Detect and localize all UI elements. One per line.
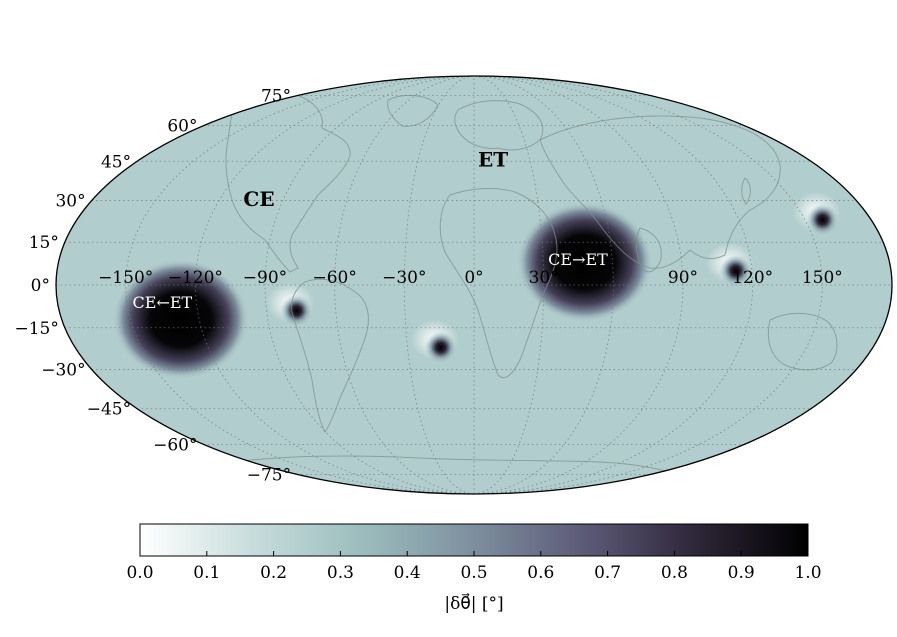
meridian xyxy=(194,76,475,494)
lat-tick-label: 60° xyxy=(167,117,197,137)
hotspot xyxy=(516,202,653,323)
colorbar-tick-label: 0.4 xyxy=(394,563,421,583)
coast-europe xyxy=(454,100,544,151)
colorbar-gradient xyxy=(139,523,809,557)
map-border xyxy=(55,75,893,495)
coast-australia xyxy=(767,313,838,371)
colorbar-tick-label: 0.0 xyxy=(126,563,153,583)
colorbar-tick-label: 0.8 xyxy=(661,563,688,583)
lon-tick-label: −30° xyxy=(382,268,426,288)
lon-tick-label: −60° xyxy=(312,268,356,288)
colorbar-tick-label: 1.0 xyxy=(794,563,821,583)
map-background xyxy=(56,76,892,494)
longitude-tick-labels: −150° −120° −90° −60° −30° 0° 30° 90° 120° 150° xyxy=(98,268,843,288)
colorbar-tick-label: 0.1 xyxy=(193,563,220,583)
lon-tick-label: 0° xyxy=(464,268,483,288)
colorbar-ticks: 0.0 0.1 0.2 0.3 0.4 0.5 0.6 0.7 0.8 0.9 1.0 xyxy=(126,551,822,583)
lat-tick-label: −60° xyxy=(153,435,197,455)
lat-tick-label: 15° xyxy=(29,233,59,253)
lat-tick-label: −75° xyxy=(247,465,291,485)
coast-south-america xyxy=(291,278,369,433)
meridian xyxy=(334,76,475,494)
colorbar-label: |δθ⃗| [°] xyxy=(444,593,503,614)
lon-tick-label: 150° xyxy=(802,268,843,288)
annotation-label: CE xyxy=(243,187,274,211)
meridian xyxy=(473,76,754,494)
coast-greenland xyxy=(387,94,439,127)
hotspot xyxy=(424,331,457,364)
hotspot xyxy=(806,203,839,236)
graticule xyxy=(56,76,892,494)
hotspot xyxy=(280,294,313,327)
annotation-label: CE←ET xyxy=(133,293,193,312)
lon-tick-label: −150° xyxy=(98,268,153,288)
annotation-label: CE→ET xyxy=(548,250,608,269)
lon-tick-label: 120° xyxy=(732,268,773,288)
colorbar-tick-label: 0.7 xyxy=(594,563,621,583)
meridian xyxy=(264,76,475,494)
colorbar-tick-label: 0.3 xyxy=(327,563,354,583)
colorbar-tick-label: 0.9 xyxy=(728,563,755,583)
colorbar-tick-label: 0.2 xyxy=(260,563,287,583)
hotspot xyxy=(112,259,249,380)
annotations: CE ET CE→ET CE←ET xyxy=(133,147,609,312)
annotation-label: ET xyxy=(478,147,508,171)
coast-india xyxy=(635,227,662,273)
coast-africa xyxy=(439,187,558,379)
hotspot xyxy=(719,254,752,287)
lat-tick-label: 0° xyxy=(31,276,50,296)
meridian xyxy=(473,76,614,494)
meridian xyxy=(473,76,684,494)
heatmap-field xyxy=(112,191,841,380)
coast-asia xyxy=(539,115,781,269)
lat-tick-label: 75° xyxy=(261,87,291,107)
colorbar-tick-label: 0.6 xyxy=(527,563,554,583)
lat-tick-label: 30° xyxy=(55,192,85,212)
latitude-tick-labels: 75° 60° 45° 30° 15° 0° −15° −30°−45° −60° −75° xyxy=(14,87,291,486)
lat-tick-label: −15° xyxy=(14,319,58,339)
coast-japan xyxy=(741,177,751,205)
lat-tick-label: −45° xyxy=(87,400,131,420)
colorbar: 0.0 0.1 0.2 0.3 0.4 0.5 0.6 0.7 0.8 0.9 1.0 |δθ⃗| … xyxy=(126,523,822,614)
mollweide-map: 75°60°45°30°15°0°−15°−30°−45°−60°−75° −1… xyxy=(14,75,893,495)
lon-tick-label: 90° xyxy=(668,268,698,288)
lon-tick-label: −120° xyxy=(168,268,223,288)
coastlines xyxy=(225,90,838,481)
coast-north-america xyxy=(225,90,351,273)
lon-tick-label: −90° xyxy=(243,268,287,288)
lat-tick-label: 45° xyxy=(101,152,131,172)
colorbar-tick-label: 0.5 xyxy=(460,563,487,583)
lon-tick-label: 30° xyxy=(529,268,559,288)
coast-antarctica xyxy=(231,455,691,481)
lat-tick-label: −30° xyxy=(41,360,85,380)
